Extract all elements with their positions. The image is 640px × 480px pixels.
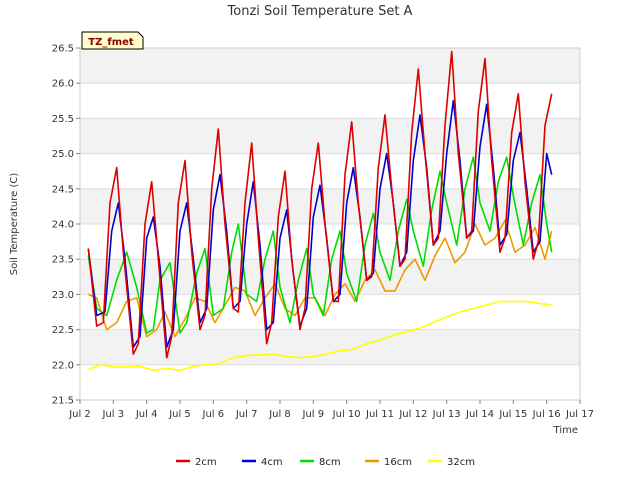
x-tick-label: Jul 8: [268, 409, 291, 420]
y-tick-label: 24.5: [52, 184, 74, 195]
x-axis-title: Time: [553, 425, 578, 436]
y-tick-label: 25.5: [52, 114, 74, 125]
legend-label: 4cm: [261, 457, 283, 468]
x-tick-label: Jul 13: [432, 409, 461, 420]
series-layer: [87, 50, 553, 372]
legend-item-8cm: 8cm: [300, 457, 341, 468]
legend-label: 16cm: [384, 457, 412, 468]
series-line-8cm: [87, 156, 553, 334]
legend-label: 2cm: [195, 457, 217, 468]
y-tick-label: 24.0: [52, 220, 74, 231]
legend-item-32cm: 32cm: [428, 457, 475, 468]
x-tick-label: Jul 14: [465, 409, 494, 420]
x-axis-ticks: Jul 2 Jul 3 Jul 4 Jul 5 Jul 6 Jul 7 Jul 8 Jul 9…: [68, 400, 594, 420]
x-tick-label: Jul 6: [202, 409, 225, 420]
y-tick-label: 25.0: [52, 149, 74, 160]
x-tick-label: Jul 4: [135, 409, 158, 420]
y-tick-label: 23.0: [52, 290, 74, 301]
annotation-label: TZ_fmet: [88, 37, 134, 48]
y-tick-label: 21.5: [52, 396, 74, 407]
x-tick-label: Jul 17: [565, 409, 594, 420]
y-tick-label: 23.5: [52, 255, 74, 266]
y-axis-ticks: 21.5 22.0 22.5 23.0 23.5 24.0 24.5 25.0 25.5 26.0…: [52, 44, 80, 407]
legend-label: 8cm: [319, 457, 341, 468]
background-band: [80, 48, 580, 84]
legend-label: 32cm: [447, 457, 475, 468]
y-tick-label: 22.0: [52, 360, 74, 371]
annotation-box: [81, 31, 144, 50]
x-tick-label: Jul 3: [102, 409, 125, 420]
legend-item-2cm: 2cm: [176, 457, 217, 468]
background-band: [80, 118, 580, 154]
y-axis-title: Soil Temperature (C): [9, 173, 20, 276]
x-tick-label: Jul 15: [498, 409, 527, 420]
legend-item-16cm: 16cm: [365, 457, 412, 468]
legend-item-4cm: 4cm: [242, 457, 283, 468]
x-tick-label: Jul 11: [365, 409, 394, 420]
y-tick-label: 22.5: [52, 325, 74, 336]
y-tick-label: 26.5: [52, 44, 74, 55]
chart-title: Tonzi Soil Temperature Set A: [227, 4, 413, 19]
x-tick-label: Jul 10: [332, 409, 361, 420]
series-line-32cm: [87, 300, 552, 372]
series-line-2cm: [87, 50, 553, 359]
x-tick-label: Jul 9: [302, 409, 325, 420]
x-tick-label: Jul 12: [398, 409, 427, 420]
annotation-badge: TZ_fmet: [81, 31, 144, 50]
x-tick-label: Jul 7: [235, 409, 258, 420]
background-band: [80, 329, 580, 365]
y-tick-label: 26.0: [52, 79, 74, 90]
x-tick-label: Jul 2: [68, 409, 91, 420]
legend: 2cm 4cm 8cm 16cm 32cm: [176, 457, 475, 468]
x-tick-label: Jul 16: [532, 409, 561, 420]
x-tick-label: Jul 5: [168, 409, 191, 420]
